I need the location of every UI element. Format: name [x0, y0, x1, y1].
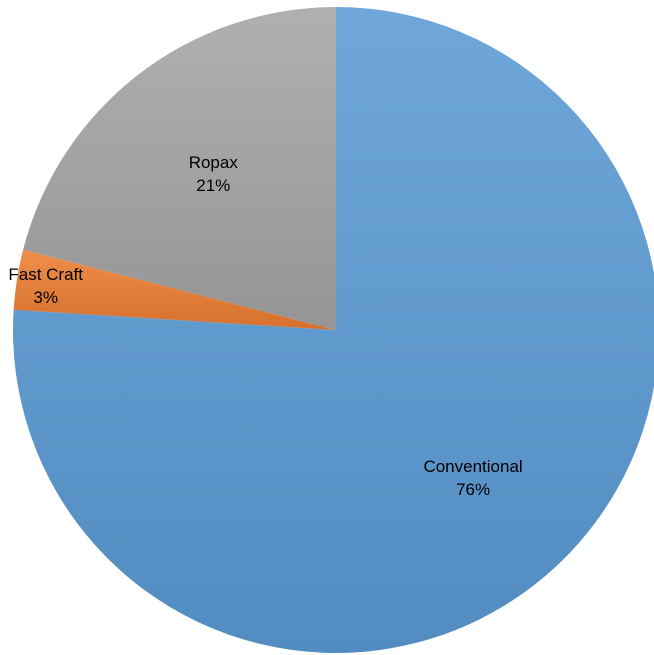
- pie-label-fast-craft-percent: 3%: [33, 288, 58, 307]
- pie-labels: Conventional 76% Fast Craft 3% Ropax 21%: [8, 153, 522, 499]
- pie-label-fast-craft-name: Fast Craft: [8, 265, 83, 284]
- pie-label-conventional-percent: 76%: [456, 480, 490, 499]
- pie-label-conventional-name: Conventional: [423, 457, 522, 476]
- pie-label-ropax-percent: 21%: [196, 176, 230, 195]
- pie-slice-ropax: [23, 6, 336, 330]
- pie-label-ropax-name: Ropax: [189, 153, 239, 172]
- pie-slice-fast-craft: [13, 249, 337, 330]
- pie-slices: [13, 6, 654, 653]
- pie-slice-conventional: [13, 7, 654, 653]
